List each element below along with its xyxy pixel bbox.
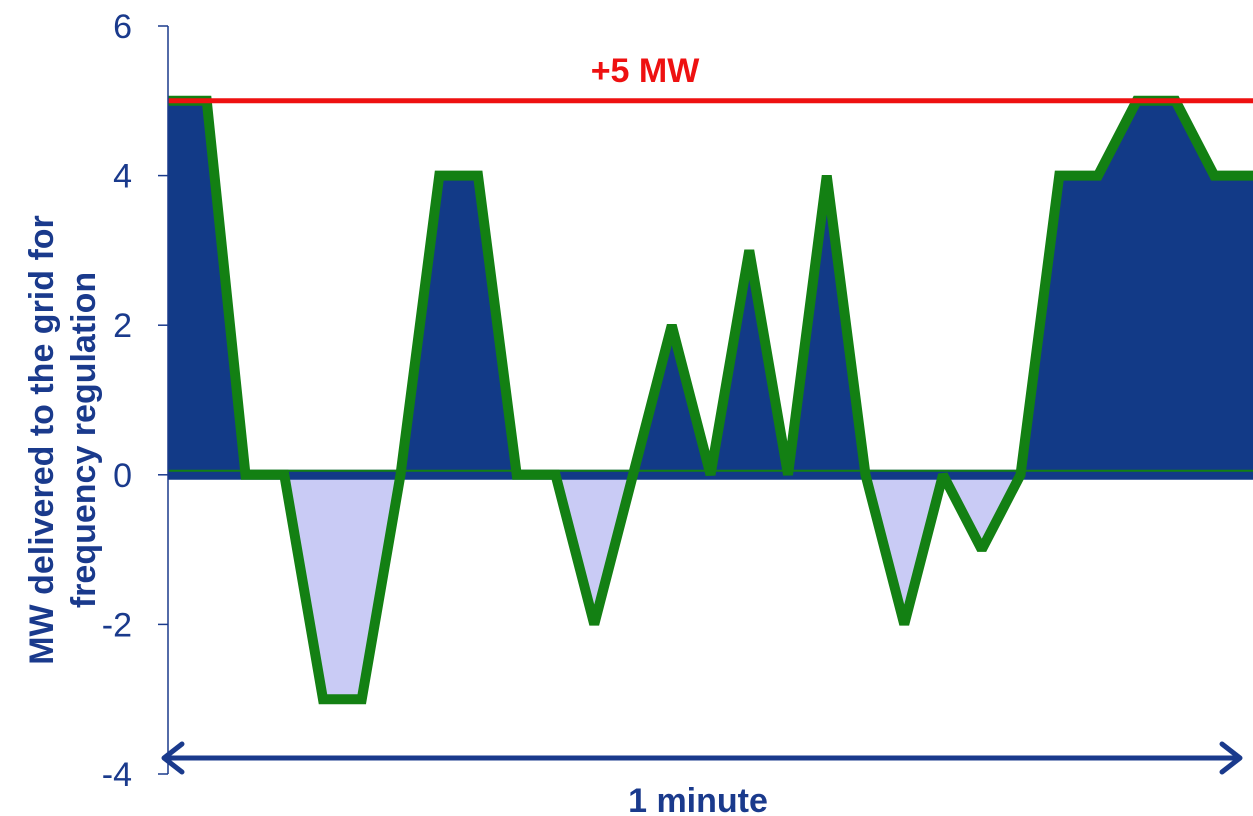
y-tick-label: -2 [102, 606, 132, 644]
y-tick-label: 6 [113, 8, 132, 46]
limit-line-label: +5 MW [591, 52, 701, 90]
span-arrow-left-head [161, 741, 185, 775]
area-layer [167, 95, 1253, 705]
axis-layer: 6 4 2 0 -2 -4 [102, 8, 1253, 794]
time-span-label: 1 minute [628, 782, 768, 816]
span-arrow-right-head [1219, 741, 1243, 775]
y-axis-title: MW delivered to the grid for frequency r… [23, 215, 103, 665]
y-axis-title-line2: frequency regulation [65, 272, 103, 608]
y-axis-title-line1: MW delivered to the grid for [23, 215, 61, 665]
y-tick-label: 4 [113, 158, 132, 196]
time-span-arrow [161, 741, 1243, 775]
y-tick-label: 0 [113, 457, 132, 495]
negative-area [168, 474, 1253, 700]
y-tick-label: -4 [102, 756, 132, 794]
y-tick-label: 2 [113, 307, 132, 345]
